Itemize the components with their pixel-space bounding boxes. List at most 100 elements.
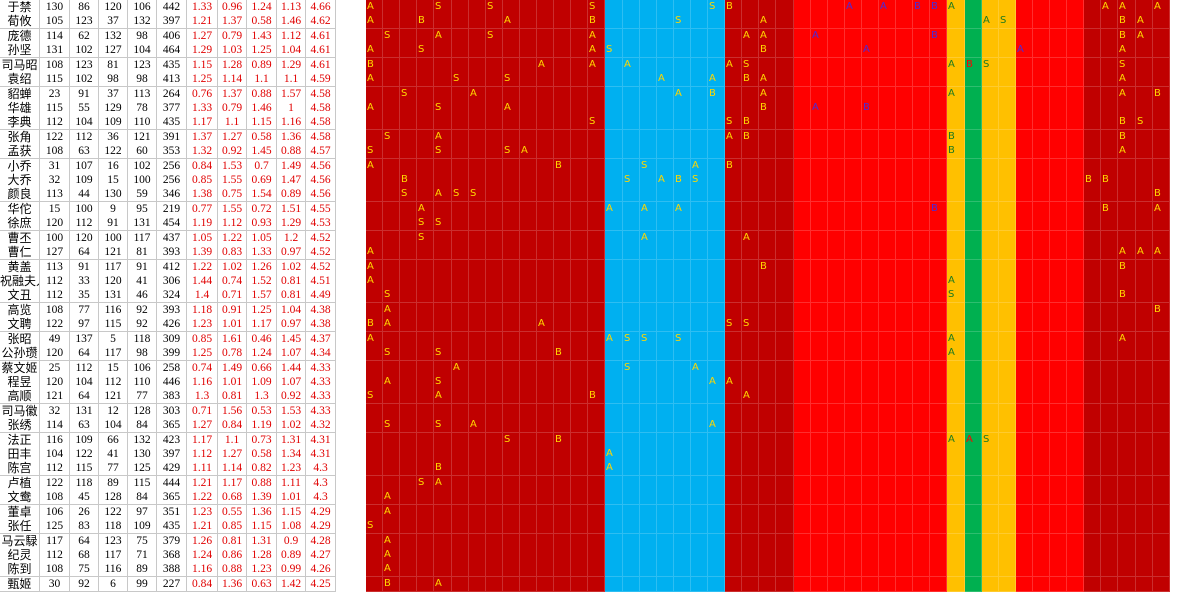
grade-cell[interactable]	[657, 288, 674, 303]
ratio-cell[interactable]: 1.53	[277, 404, 306, 419]
grade-cell[interactable]	[742, 461, 759, 476]
grade-cell[interactable]	[691, 303, 708, 318]
stat-cell[interactable]: 98	[128, 346, 157, 361]
grade-cell[interactable]	[879, 115, 896, 130]
grade-cell[interactable]	[1016, 505, 1033, 520]
grade-cell[interactable]: A	[1153, 0, 1170, 15]
ratio-cell[interactable]: 0.85	[187, 332, 218, 347]
grade-cell[interactable]	[366, 288, 383, 303]
grade-cell[interactable]	[965, 534, 982, 549]
stat-cell[interactable]: 110	[128, 375, 157, 390]
grade-cell[interactable]	[1050, 101, 1067, 116]
grade-cell[interactable]	[1033, 173, 1050, 188]
grade-cell[interactable]	[434, 447, 452, 462]
grade-cell[interactable]	[486, 346, 503, 361]
grade-cell[interactable]	[554, 562, 571, 577]
grade-cell[interactable]	[794, 43, 811, 58]
grade-cell[interactable]	[811, 14, 828, 29]
grade-cell[interactable]	[759, 0, 776, 15]
stat-cell[interactable]: 63	[70, 144, 99, 159]
grade-cell[interactable]	[623, 202, 640, 217]
ratio-cell[interactable]: 4.33	[306, 404, 336, 419]
grade-cell[interactable]	[417, 187, 434, 202]
ratio-cell[interactable]: 0.88	[218, 562, 247, 577]
grade-cell[interactable]	[623, 375, 640, 390]
grade-cell[interactable]	[776, 288, 794, 303]
grade-cell[interactable]	[1153, 317, 1170, 332]
grade-cell[interactable]	[879, 461, 896, 476]
grade-cell[interactable]	[930, 519, 947, 534]
grade-cell[interactable]	[503, 159, 520, 174]
ratio-cell[interactable]: 0.63	[247, 577, 277, 592]
grade-cell[interactable]	[776, 159, 794, 174]
grade-cell[interactable]	[999, 72, 1016, 87]
grade-cell[interactable]: S	[452, 187, 469, 202]
grade-cell[interactable]	[691, 534, 708, 549]
grade-cell[interactable]	[1033, 548, 1050, 563]
ratio-cell[interactable]: 1.31	[247, 534, 277, 549]
grade-cell[interactable]	[845, 577, 862, 592]
grade-cell[interactable]	[486, 87, 503, 102]
grade-cell[interactable]	[896, 490, 913, 505]
grade-cell[interactable]	[486, 447, 503, 462]
grade-cell[interactable]	[674, 0, 691, 15]
grade-cell[interactable]	[486, 159, 503, 174]
grade-cell[interactable]	[742, 548, 759, 563]
grade-cell[interactable]	[469, 288, 486, 303]
grade-cell[interactable]	[400, 202, 417, 217]
grade-cell[interactable]	[879, 303, 896, 318]
grade-cell[interactable]	[828, 562, 845, 577]
grade-cell[interactable]	[588, 303, 605, 318]
grade-cell[interactable]	[828, 461, 845, 476]
grade-cell[interactable]	[537, 418, 554, 433]
grade-cell[interactable]	[1153, 404, 1170, 419]
grade-cell[interactable]: S	[434, 418, 452, 433]
ratio-cell[interactable]: 1.28	[218, 58, 247, 73]
grade-cell[interactable]: S	[383, 130, 400, 145]
grade-cell[interactable]	[1136, 447, 1153, 462]
grade-cell[interactable]	[503, 519, 520, 534]
grade-cell[interactable]	[452, 433, 469, 448]
grade-cell[interactable]	[828, 303, 845, 318]
grade-cell[interactable]	[571, 58, 588, 73]
grade-cell[interactable]	[417, 173, 434, 188]
grade-cell[interactable]	[537, 433, 554, 448]
stat-cell[interactable]: 426	[157, 317, 187, 332]
ratio-cell[interactable]: 4.31	[306, 447, 336, 462]
grade-cell[interactable]	[383, 274, 400, 289]
grade-cell[interactable]	[520, 375, 537, 390]
stat-cell[interactable]: 81	[99, 58, 128, 73]
grade-cell[interactable]	[896, 187, 913, 202]
grade-cell[interactable]	[1067, 130, 1084, 145]
stat-cell[interactable]: 104	[128, 43, 157, 58]
grade-cell[interactable]	[1050, 332, 1067, 347]
grade-cell[interactable]	[571, 173, 588, 188]
grade-cell[interactable]	[605, 0, 623, 15]
grade-cell[interactable]	[742, 534, 759, 549]
grade-cell[interactable]	[1153, 260, 1170, 275]
grade-cell[interactable]	[571, 260, 588, 275]
grade-cell[interactable]	[434, 519, 452, 534]
grade-cell[interactable]	[1118, 490, 1136, 505]
stat-cell[interactable]: 30	[40, 577, 70, 592]
grade-cell[interactable]	[486, 404, 503, 419]
stat-cell[interactable]: 115	[40, 72, 70, 87]
grade-cell[interactable]	[674, 534, 691, 549]
grade-cell[interactable]: A	[1118, 144, 1136, 159]
grade-cell[interactable]	[828, 375, 845, 390]
grade-cell[interactable]	[759, 173, 776, 188]
grade-cell[interactable]	[879, 260, 896, 275]
grade-cell[interactable]	[1084, 418, 1101, 433]
grade-cell[interactable]	[828, 317, 845, 332]
grade-cell[interactable]	[1118, 317, 1136, 332]
stat-cell[interactable]: 106	[40, 505, 70, 520]
grade-cell[interactable]	[828, 173, 845, 188]
grade-cell[interactable]: A	[742, 231, 759, 246]
name-cell[interactable]: 陈到	[0, 562, 40, 577]
stat-cell[interactable]: 412	[157, 260, 187, 275]
grade-cell[interactable]	[383, 433, 400, 448]
grade-cell[interactable]	[1050, 216, 1067, 231]
grade-cell[interactable]	[469, 519, 486, 534]
grade-cell[interactable]	[794, 447, 811, 462]
grade-cell[interactable]	[623, 288, 640, 303]
